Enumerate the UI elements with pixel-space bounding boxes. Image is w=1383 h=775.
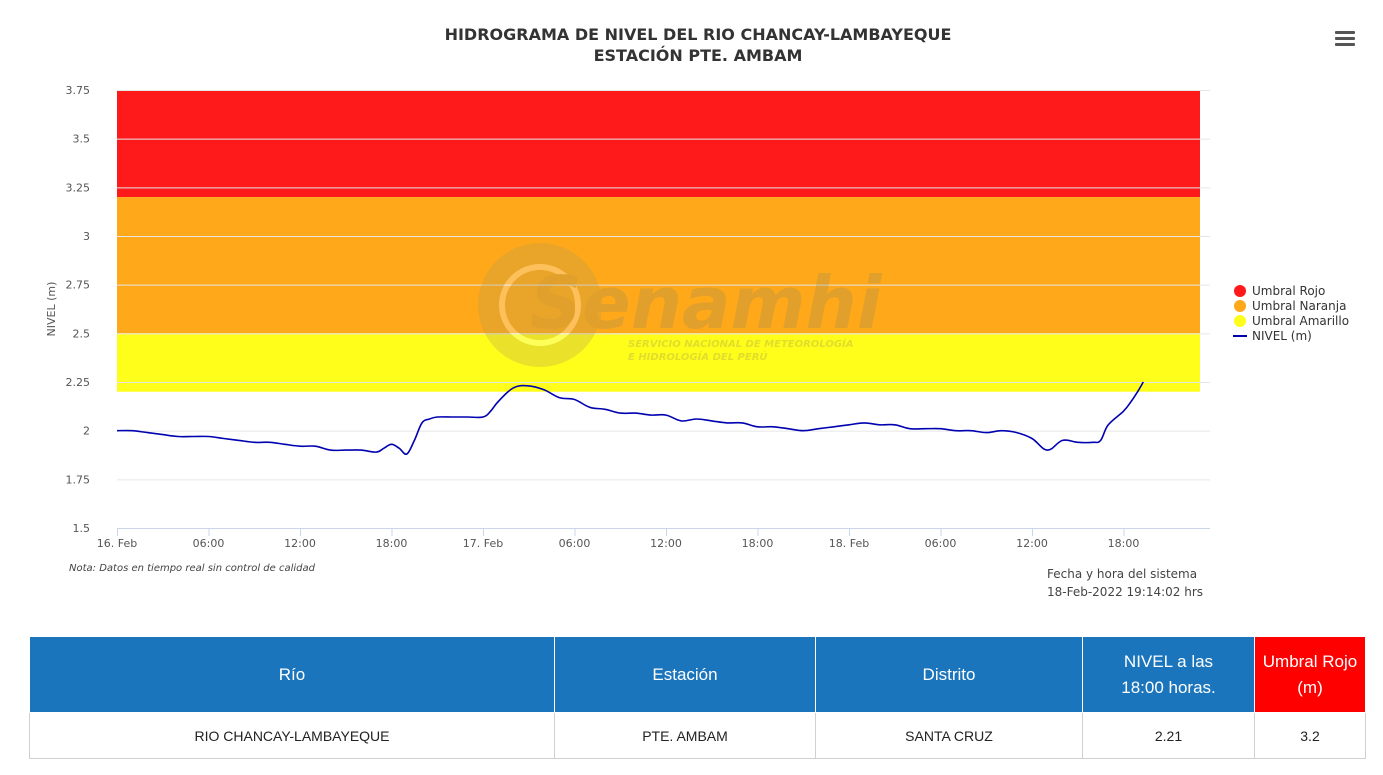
x-tick-label: 16. Feb (97, 537, 137, 550)
grid-lines (117, 90, 1210, 529)
header-nivel: NIVEL a las 18:00 horas. (1082, 636, 1255, 713)
legend-item-nivel[interactable]: NIVEL (m) (1252, 329, 1312, 343)
y-tick-label: 3.5 (73, 133, 91, 146)
cell-umbral: 3.2 (1254, 712, 1366, 759)
y-tick-label: 3.75 (66, 84, 91, 97)
cell-distrito: SANTA CRUZ (815, 712, 1083, 759)
x-axis-ticks: 16. Feb 06:00 12:00 18:00 17. Feb 06:00 12:00 1… (97, 528, 1140, 550)
y-tick-label: 2.25 (66, 376, 91, 389)
x-tick-label: 06:00 (559, 537, 591, 550)
threshold-bands (117, 90, 1200, 392)
legend-marker-umbral-rojo (1234, 285, 1246, 297)
watermark-line2: E HIDROLOGÍA DEL PERÚ (628, 350, 768, 363)
table-row: RIO CHANCAY-LAMBAYEQUE PTE. AMBAM SANTA … (29, 712, 1366, 759)
chart-subtitle: ESTACIÓN PTE. AMBAM (594, 46, 803, 65)
header-nivel-line2: 18:00 horas. (1121, 677, 1216, 697)
x-tick-label: 06:00 (925, 537, 957, 550)
band-umbral-naranja (117, 197, 1200, 334)
legend-marker-umbral-amarillo (1234, 315, 1246, 327)
series-line-nivel (116, 381, 1144, 456)
y-tick-label: 3 (83, 230, 90, 243)
chart-title: HIDROGRAMA DE NIVEL DEL RIO CHANCAY-LAMB… (445, 25, 952, 44)
system-time-label: Fecha y hora del sistema (1047, 567, 1197, 581)
band-umbral-rojo (117, 90, 1200, 198)
cell-nivel: 2.21 (1082, 712, 1255, 759)
watermark-line1: SERVICIO NACIONAL DE METEOROLOGÍA (628, 337, 854, 350)
header-nivel-line1: NIVEL a las (1123, 651, 1214, 671)
hydrograph-chart: HIDROGRAMA DE NIVEL DEL RIO CHANCAY-LAMB… (45, 25, 1349, 599)
legend-item-umbral-amarillo[interactable]: Umbral Amarillo (1252, 314, 1349, 328)
x-tick-label: 12:00 (1016, 537, 1048, 550)
x-tick-label: 12:00 (284, 537, 316, 550)
watermark-brand: Senamhi (530, 261, 883, 345)
y-tick-label: 2 (83, 425, 90, 438)
header-umbral-rojo: Umbral Rojo (m) (1254, 636, 1366, 713)
system-time-value: 18-Feb-2022 19:14:02 hrs (1047, 585, 1203, 599)
legend-marker-umbral-naranja (1234, 300, 1246, 312)
sun-logo-icon (478, 243, 602, 367)
legend-item-umbral-rojo[interactable]: Umbral Rojo (1252, 284, 1325, 298)
x-tick-label: 17. Feb (463, 537, 503, 550)
y-axis-ticks: 1.5 1.75 2 2.25 2.5 2.75 3 3.25 3.5 3.75 (66, 84, 91, 535)
y-tick-label: 1.5 (73, 522, 91, 535)
hamburger-icon (1335, 31, 1355, 34)
x-tick-label: 18. Feb (829, 537, 869, 550)
header-estacion: Estación (554, 636, 816, 713)
station-summary-table: Río Estación Distrito NIVEL a las 18:00 h… (29, 636, 1366, 759)
x-tick-label: 12:00 (650, 537, 682, 550)
x-tick-label: 18:00 (1108, 537, 1140, 550)
y-tick-label: 3.25 (66, 181, 91, 194)
header-rio: Río (29, 636, 555, 713)
x-tick-label: 06:00 (193, 537, 225, 550)
cell-estacion: PTE. AMBAM (554, 712, 816, 759)
y-tick-label: 2.5 (73, 327, 91, 340)
senamhi-watermark: Senamhi SERVICIO NACIONAL DE METEOROLOGÍ… (478, 243, 883, 367)
x-tick-label: 18:00 (376, 537, 408, 550)
header-distrito: Distrito (815, 636, 1083, 713)
y-tick-label: 1.75 (66, 473, 91, 486)
table-header-row: Río Estación Distrito NIVEL a las 18:00 h… (29, 636, 1366, 713)
quality-note: Nota: Datos en tiempo real sin control d… (69, 563, 316, 574)
chart-menu-button[interactable] (1333, 28, 1357, 48)
cell-rio: RIO CHANCAY-LAMBAYEQUE (29, 712, 555, 759)
x-tick-label: 18:00 (742, 537, 774, 550)
y-tick-label: 2.75 (66, 279, 91, 292)
y-axis-label: NIVEL (m) (45, 282, 58, 337)
legend-item-umbral-naranja[interactable]: Umbral Naranja (1252, 299, 1346, 313)
